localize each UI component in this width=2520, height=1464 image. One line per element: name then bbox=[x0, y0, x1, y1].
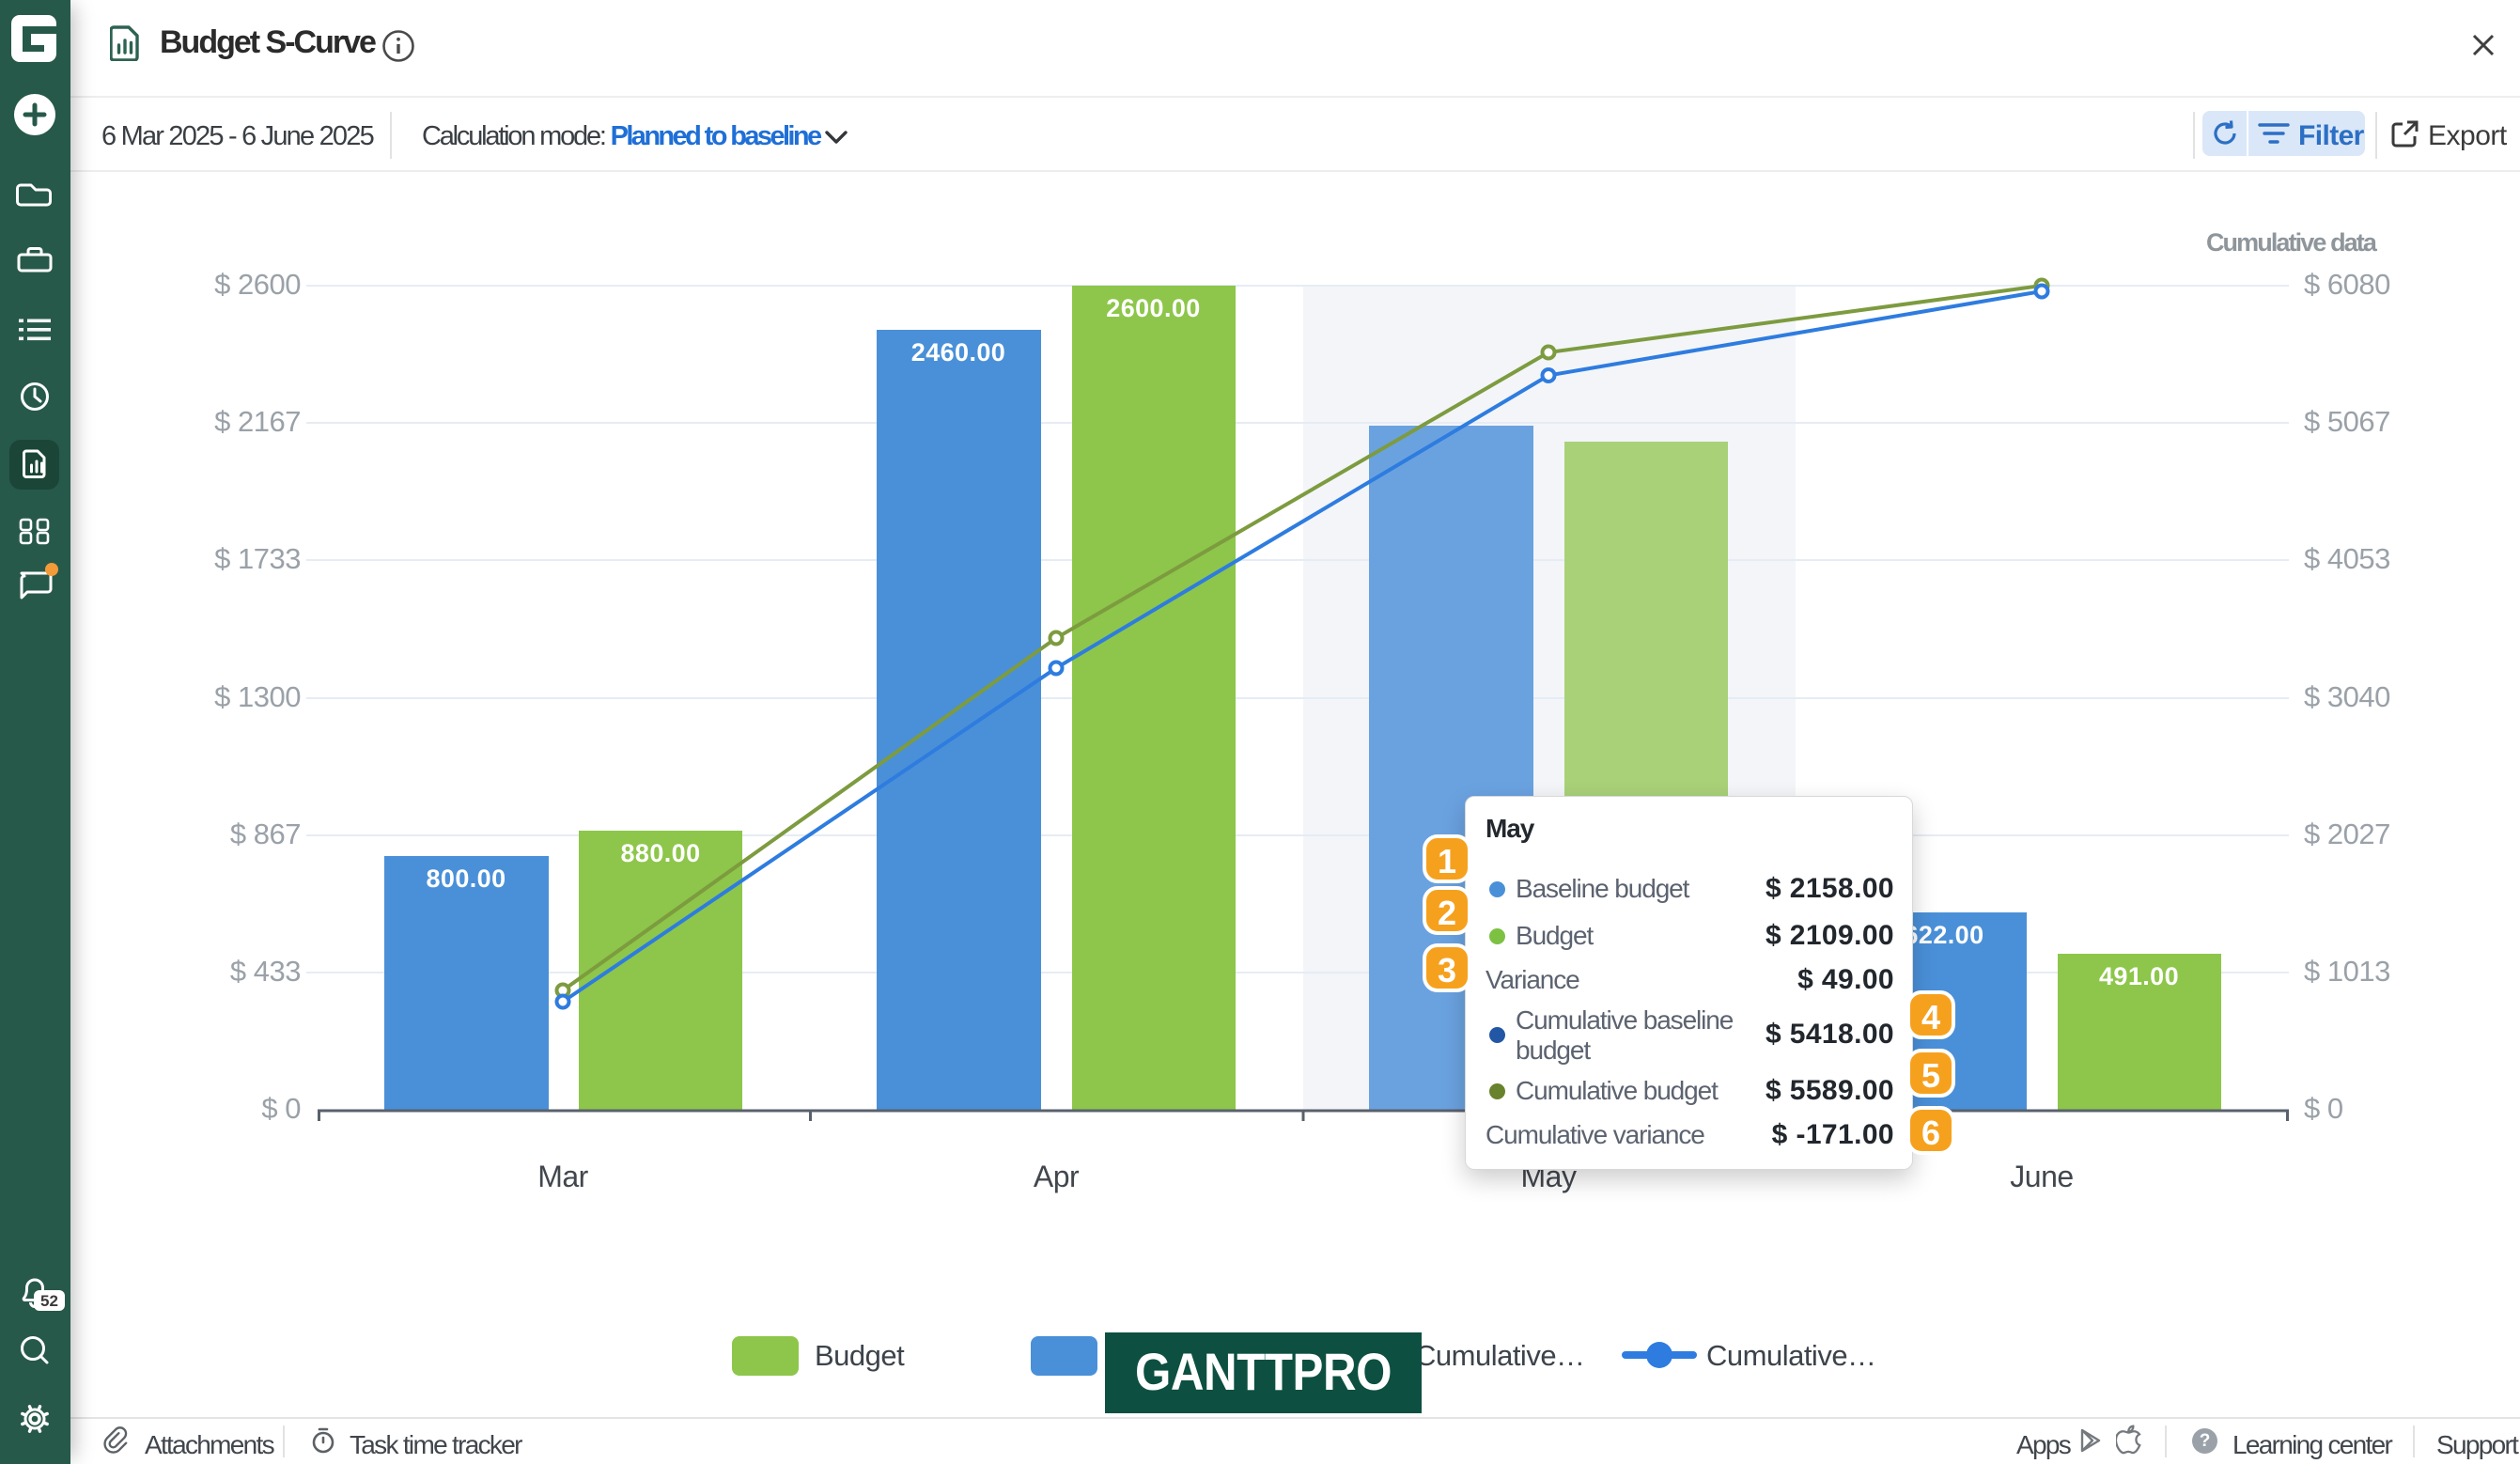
svg-text:52: 52 bbox=[40, 1292, 58, 1310]
